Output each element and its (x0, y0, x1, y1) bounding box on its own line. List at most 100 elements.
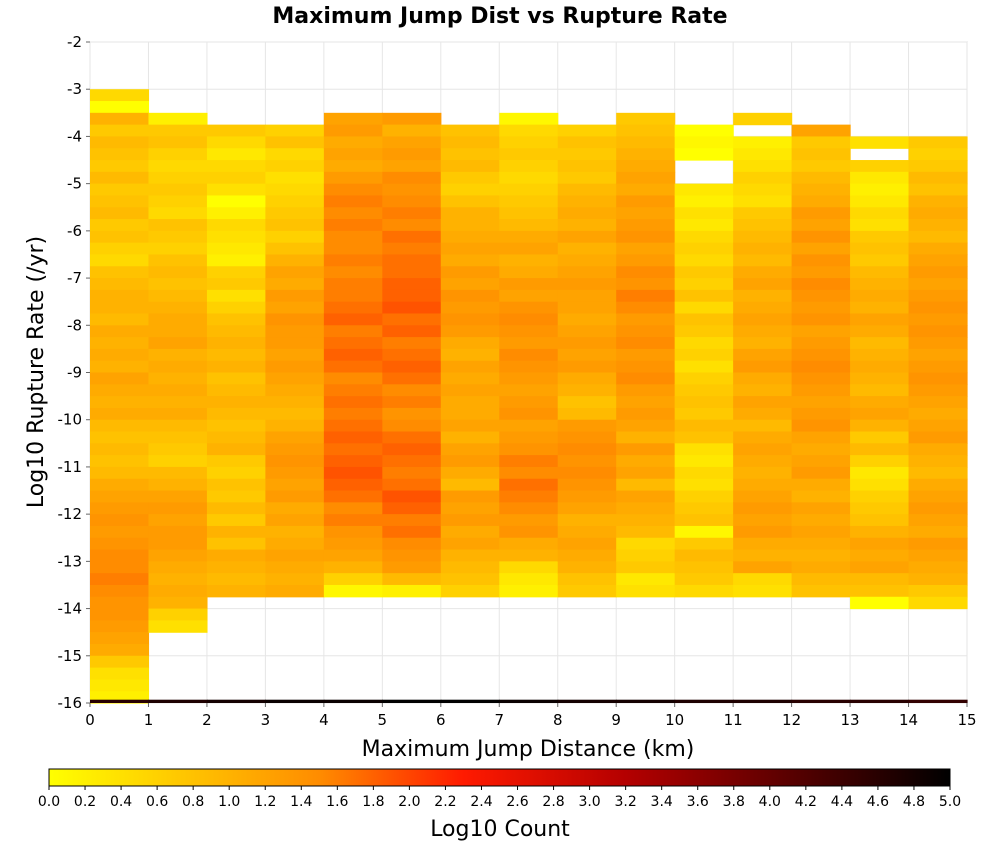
heatmap-cell (382, 160, 442, 173)
heatmap-cell (499, 384, 559, 397)
heatmap-cell (557, 289, 617, 303)
heatmap-cell (206, 466, 266, 480)
heatmap-cell (323, 348, 383, 362)
y-tick-label: -4 (67, 127, 82, 145)
heatmap-cell (206, 360, 266, 374)
heatmap-cell (908, 136, 968, 149)
heatmap-cell (908, 443, 968, 456)
heatmap-cell (674, 230, 734, 244)
heatmap-cell (557, 490, 617, 503)
heatmap-cell (382, 207, 442, 220)
heatmap-cell (323, 301, 383, 315)
heatmap-cell (557, 160, 617, 173)
heatmap-cell (265, 490, 325, 503)
heatmap-cell (908, 419, 968, 433)
heatmap-cell (148, 124, 208, 138)
heatmap-cell (440, 148, 500, 161)
heatmap-cell (206, 124, 266, 138)
heatmap-cell (265, 525, 325, 539)
heatmap-cell (850, 490, 910, 503)
heatmap-cell (265, 136, 325, 149)
heatmap-cell (674, 372, 734, 385)
heatmap-cell (323, 195, 383, 208)
heatmap-cell (850, 573, 910, 586)
heatmap-cell (557, 207, 617, 220)
heatmap-cell (499, 549, 559, 562)
heatmap-cell (499, 112, 559, 126)
heatmap-cell (499, 242, 559, 256)
heatmap-cell (850, 584, 910, 598)
heatmap-cell (440, 171, 500, 185)
heatmap-cell (323, 478, 383, 492)
heatmap-cell (674, 195, 734, 208)
heatmap-cell (265, 443, 325, 456)
x-tick-label: 10 (665, 711, 684, 729)
heatmap-cell (206, 266, 266, 279)
heatmap-cell (674, 443, 734, 456)
heatmap-cell (440, 537, 500, 551)
heatmap-cell (90, 455, 150, 468)
heatmap-cell (908, 313, 968, 326)
heatmap-cell (616, 443, 676, 456)
heatmap-cell (733, 266, 793, 279)
heatmap-cell (90, 183, 150, 197)
heatmap-cell (265, 171, 325, 185)
heatmap-cell (382, 124, 442, 138)
heatmap-cell (90, 643, 150, 657)
heatmap-cell (557, 313, 617, 326)
heatmap-cell (674, 490, 734, 503)
heatmap-cell (265, 384, 325, 397)
heatmap-cell (148, 419, 208, 433)
heatmap-cell (616, 478, 676, 492)
heatmap-cell (733, 207, 793, 220)
heatmap-cell (557, 466, 617, 480)
heatmap-cell (206, 514, 266, 527)
heatmap-cell (908, 325, 968, 338)
heatmap-cell (148, 289, 208, 303)
y-tick-label: -15 (58, 647, 83, 665)
heatmap-cell (674, 242, 734, 256)
heatmap-cell (90, 254, 150, 267)
y-tick-label: -5 (67, 175, 82, 193)
heatmap-cell (499, 584, 559, 598)
heatmap-cell (791, 443, 851, 456)
heatmap-cell (733, 584, 793, 598)
heatmap-cell (616, 537, 676, 551)
heatmap-cell (499, 325, 559, 338)
heatmap-cell (323, 573, 383, 586)
heatmap-cell (265, 160, 325, 173)
heatmap-cell (557, 348, 617, 362)
heatmap-cell (382, 230, 442, 244)
heatmap-cell (791, 171, 851, 185)
heatmap-cell (499, 254, 559, 267)
heatmap-cell (733, 384, 793, 397)
heatmap-cell (148, 525, 208, 539)
heatmap-cell (323, 455, 383, 468)
heatmap-cell (499, 337, 559, 350)
heatmap-cell (382, 136, 442, 149)
heatmap-cell (323, 561, 383, 574)
heatmap-cell (850, 337, 910, 350)
heatmap-cell (908, 289, 968, 303)
heatmap-cell-bottom (733, 699, 793, 703)
heatmap-cell (206, 396, 266, 409)
heatmap-cell-bottom (148, 699, 208, 703)
heatmap-cell (733, 195, 793, 208)
heatmap-cell (90, 160, 150, 173)
heatmap-cell (850, 525, 910, 539)
heatmap-cell (908, 407, 968, 421)
heatmap-cell (499, 514, 559, 527)
heatmap-cell (908, 584, 968, 598)
heatmap-cell (265, 337, 325, 350)
heatmap-cell (791, 124, 851, 138)
heatmap-cell (265, 561, 325, 574)
heatmap-cell (850, 360, 910, 374)
heatmap-cell (733, 289, 793, 303)
heatmap-cell (791, 219, 851, 232)
heatmap-cell (850, 596, 910, 610)
heatmap-cell (733, 171, 793, 185)
heatmap-cell (382, 195, 442, 208)
heatmap-cell (206, 573, 266, 586)
heatmap-cell (206, 337, 266, 350)
colorbar-tick-label: 5.0 (939, 794, 961, 810)
